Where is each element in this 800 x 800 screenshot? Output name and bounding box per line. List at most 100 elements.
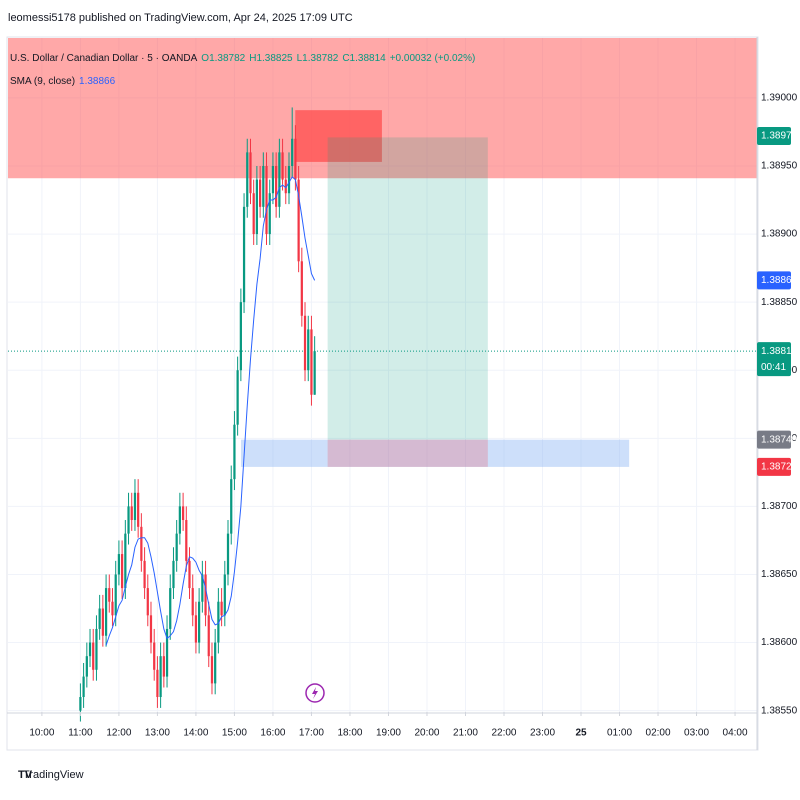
- candle-body: [114, 574, 117, 616]
- price-marker-label: 1.38749: [761, 434, 798, 445]
- candle-body: [249, 152, 252, 194]
- candle-body: [220, 601, 223, 616]
- x-tick-label: 01:00: [607, 728, 632, 739]
- candle-body: [108, 588, 111, 602]
- candle-body: [79, 697, 82, 711]
- candle-body: [159, 656, 162, 698]
- candle-body: [178, 506, 181, 534]
- candle-body: [310, 329, 313, 395]
- zone: [240, 439, 630, 467]
- candle-body: [140, 526, 143, 561]
- candle-body: [207, 615, 210, 657]
- sma-line: [105, 176, 316, 646]
- x-tick-label: 11:00: [68, 728, 93, 739]
- indicator-legend: SMA (9, close) 1.38866: [10, 76, 119, 87]
- candle-body: [252, 193, 255, 235]
- candle-body: [239, 302, 242, 371]
- candle-body: [268, 193, 271, 235]
- candle-body: [255, 179, 259, 235]
- x-tick-label: 02:00: [646, 728, 671, 739]
- zone: [8, 38, 757, 179]
- candle-body: [153, 642, 156, 670]
- price-marker: [757, 430, 791, 449]
- indicator-value: 1.38866: [79, 76, 116, 87]
- price-marker: [757, 271, 791, 290]
- y-tick-label: 1.38700: [761, 501, 798, 512]
- x-tick-label: 04:00: [723, 728, 748, 739]
- y-tick-label: 1.38950: [761, 161, 798, 172]
- plot: [8, 38, 757, 722]
- y-tick-label: 1.38650: [761, 569, 798, 580]
- candle-body: [242, 206, 246, 303]
- y-tick-label: 1.38900: [761, 229, 798, 240]
- zone: [327, 439, 488, 467]
- candle-body: [258, 179, 262, 207]
- candle-body: [214, 642, 217, 684]
- candle-body: [233, 424, 236, 480]
- candle-body: [181, 506, 185, 521]
- candle-body: [185, 520, 188, 561]
- candle-body: [156, 669, 159, 698]
- candle-body: [284, 179, 287, 194]
- candle-body: [146, 588, 149, 616]
- y-tick-label: 1.38550: [761, 705, 798, 716]
- candle-body: [169, 588, 172, 629]
- candle-body: [297, 179, 300, 262]
- candle-body: [198, 601, 201, 643]
- candle-body: [265, 165, 268, 235]
- price-marker-label: 1.38814: [761, 346, 798, 357]
- candle-body: [291, 138, 294, 166]
- candle-body: [165, 628, 169, 677]
- candle-body: [127, 506, 130, 534]
- candle-body: [130, 506, 133, 521]
- zone: [327, 137, 488, 440]
- candle-body: [124, 533, 127, 589]
- candle-body: [236, 370, 239, 425]
- x-tick-label: 19:00: [376, 728, 401, 739]
- candle-body: [230, 479, 233, 534]
- candle-body: [194, 615, 198, 643]
- y-tick-label: 1.38850: [761, 297, 798, 308]
- bolt-icon[interactable]: [305, 683, 325, 703]
- candle-body: [188, 560, 191, 589]
- candle-body: [313, 351, 316, 395]
- candle-body: [162, 656, 165, 677]
- candle-body: [300, 261, 303, 316]
- candle-body: [275, 165, 278, 207]
- x-tick-label: 15:00: [222, 728, 247, 739]
- symbol: U.S. Dollar / Canadian Dollar · 5 · OAND…: [10, 53, 198, 64]
- x-tick-label: 10:00: [29, 728, 54, 739]
- x-tick-label: 14:00: [183, 728, 208, 739]
- x-tick-label: 22:00: [491, 728, 516, 739]
- candle-body: [111, 601, 114, 616]
- y-tick-label: 1.38600: [761, 637, 798, 648]
- candle-body: [88, 642, 92, 657]
- price-marker: [757, 342, 791, 377]
- zone: [295, 110, 382, 162]
- candle-body: [287, 165, 291, 194]
- legend-change: +0.00032 (+0.02%): [389, 53, 476, 64]
- indicator: SMA (9, close): [10, 76, 76, 87]
- candle-body: [294, 138, 297, 180]
- candle-body: [210, 656, 214, 684]
- candle-body: [226, 533, 230, 575]
- price-marker: [757, 457, 791, 476]
- candle-body: [92, 642, 95, 670]
- candle-body: [172, 560, 175, 589]
- x-tick-label: 20:00: [414, 728, 439, 739]
- x-tick-label: 13:00: [145, 728, 170, 739]
- candle-body: [85, 656, 88, 677]
- legend-low: L1.38782: [296, 53, 339, 64]
- countdown: 00:41: [761, 362, 786, 373]
- price-marker-label: 1.38866: [761, 275, 798, 286]
- candle-body: [278, 152, 281, 207]
- candle-body: [271, 165, 275, 194]
- x-tick-label: 18:00: [337, 728, 362, 739]
- candle-body: [143, 560, 146, 589]
- price-marker-label: 1.38972: [761, 131, 798, 142]
- legend-open: O1.38782: [201, 53, 246, 64]
- candle-body: [133, 492, 137, 521]
- candle-body: [98, 608, 101, 629]
